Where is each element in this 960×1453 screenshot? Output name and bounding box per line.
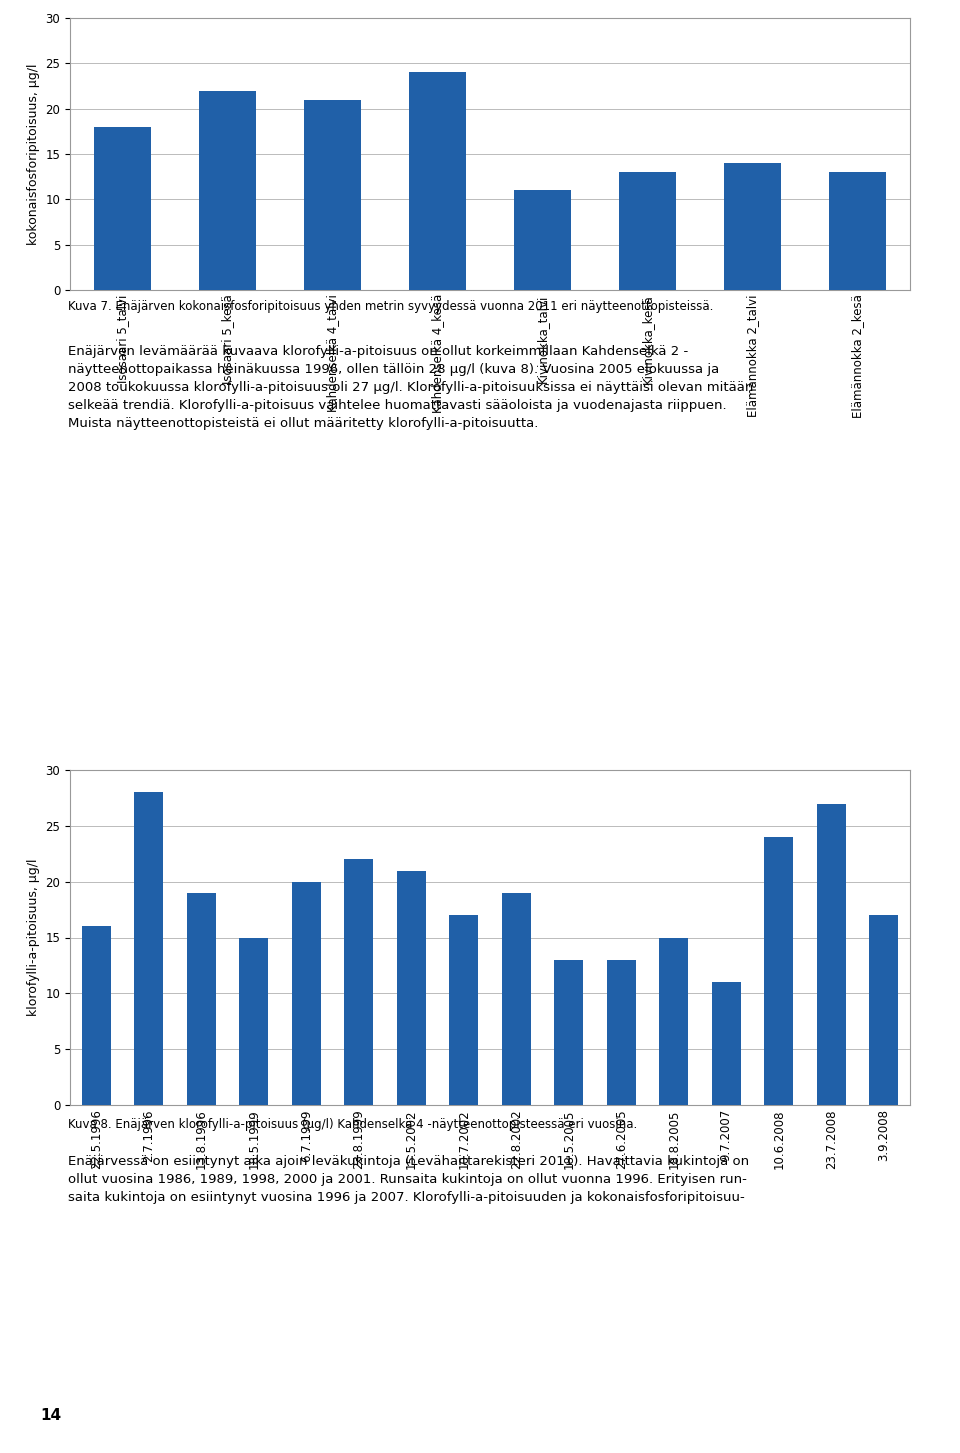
Bar xyxy=(292,882,321,1104)
Bar xyxy=(187,892,216,1104)
Bar xyxy=(239,937,268,1104)
Bar xyxy=(514,190,571,291)
Bar xyxy=(724,163,781,291)
Bar xyxy=(303,100,361,291)
Text: selkeää trendiä. Klorofylli-a-pitoisuus vaihtelee huomattavasti sääoloista ja vu: selkeää trendiä. Klorofylli-a-pitoisuus … xyxy=(68,400,727,413)
Bar xyxy=(870,915,899,1104)
Text: näytteenottopaikassa heinäkuussa 1996, ollen tällöin 28 µg/l (kuva 8). Vuosina 2: näytteenottopaikassa heinäkuussa 1996, o… xyxy=(68,363,719,376)
Bar xyxy=(82,927,110,1104)
Bar xyxy=(449,915,478,1104)
Text: 2008 toukokuussa klorofylli-a-pitoisuus oli 27 µg/l. Klorofylli-a-pitoisuuksissa: 2008 toukokuussa klorofylli-a-pitoisuus … xyxy=(68,381,754,394)
Bar xyxy=(94,126,152,291)
Text: ollut vuosina 1986, 1989, 1998, 2000 ja 2001. Runsaita kukintoja on ollut vuonna: ollut vuosina 1986, 1989, 1998, 2000 ja … xyxy=(68,1173,747,1186)
Text: Enäjärvessä on esiintynyt aika ajoin leväkukintoja (Levähaittarekisteri 2011). H: Enäjärvessä on esiintynyt aika ajoin lev… xyxy=(68,1155,749,1168)
Bar xyxy=(345,859,373,1104)
Bar xyxy=(396,870,425,1104)
Bar xyxy=(618,171,677,291)
Text: Kuva 8. Enäjärven klorofylli-a-pitoisuus (µg/l) Kahdenselkä 4 -näytteenottopiste: Kuva 8. Enäjärven klorofylli-a-pitoisuus… xyxy=(68,1117,637,1130)
Y-axis label: kokonaisfosforipitoisuus, µg/l: kokonaisfosforipitoisuus, µg/l xyxy=(27,64,40,244)
Bar xyxy=(409,73,467,291)
Text: 14: 14 xyxy=(40,1408,61,1422)
Y-axis label: klorofylli-a-pitoisuus, µg/l: klorofylli-a-pitoisuus, µg/l xyxy=(27,859,40,1016)
Bar xyxy=(711,982,741,1104)
Bar xyxy=(607,960,636,1104)
Text: Enäjärven levämäärää kuvaava klorofylli-a-pitoisuus on ollut korkeimmillaan Kahd: Enäjärven levämäärää kuvaava klorofylli-… xyxy=(68,344,688,357)
Bar xyxy=(828,171,886,291)
Bar xyxy=(554,960,583,1104)
Bar xyxy=(817,804,846,1104)
Bar xyxy=(764,837,793,1104)
Bar xyxy=(502,892,531,1104)
Text: Muista näytteenottopisteistä ei ollut määritetty klorofylli-a-pitoisuutta.: Muista näytteenottopisteistä ei ollut mä… xyxy=(68,417,539,430)
Bar xyxy=(134,792,163,1104)
Bar xyxy=(660,937,688,1104)
Bar xyxy=(199,90,256,291)
Text: Kuva 7. Enäjärven kokonaisfosforipitoisuus yhden metrin syvyydessä vuonna 2011 e: Kuva 7. Enäjärven kokonaisfosforipitoisu… xyxy=(68,299,713,312)
Text: saita kukintoja on esiintynyt vuosina 1996 ja 2007. Klorofylli-a-pitoisuuden ja : saita kukintoja on esiintynyt vuosina 19… xyxy=(68,1191,745,1205)
